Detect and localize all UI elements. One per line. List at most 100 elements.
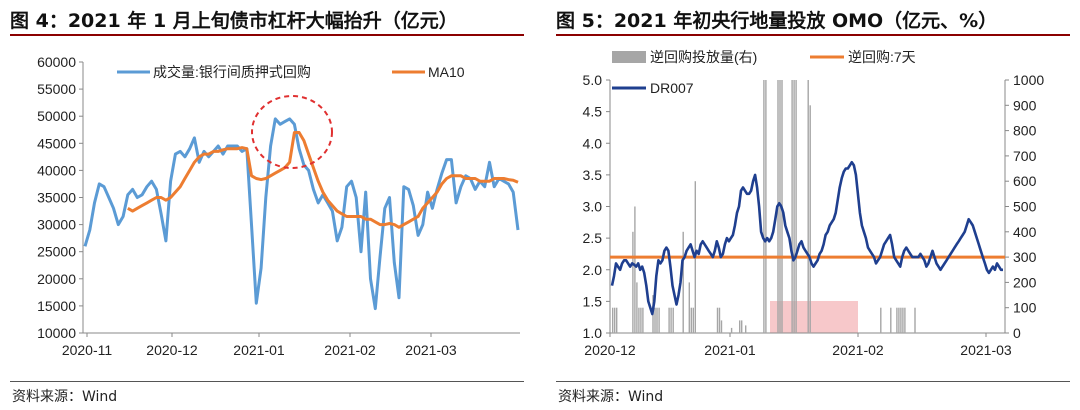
omo-bar — [765, 80, 767, 333]
source-note-left: 资料来源：Wind — [12, 389, 118, 405]
y-tick-label: 30000 — [37, 217, 76, 233]
omo-bar — [720, 320, 723, 333]
omo-bar — [654, 307, 656, 333]
omo-bar — [904, 307, 906, 333]
omo-bar — [902, 307, 904, 333]
x-tick-label: 2021-02 — [324, 342, 376, 358]
y-left-tick-label: 2.0 — [583, 262, 603, 278]
omo-bar — [716, 307, 719, 333]
y-tick-label: 20000 — [37, 271, 76, 287]
omo-bar — [914, 307, 916, 333]
y-left-tick-label: 2.5 — [583, 230, 603, 246]
omo-bar — [890, 307, 892, 333]
source-note-right: 资料来源：Wind — [558, 389, 664, 405]
omo-bar — [616, 307, 618, 333]
omo-bar — [898, 307, 900, 333]
omo-bar — [795, 80, 797, 333]
x-tick-label: 2021-01 — [704, 342, 756, 358]
chart-right: 1.0 1.5 2.0 2.5 3.0 3.5 4.0 4.5 5.0 0 100 200 300 400… — [583, 49, 1045, 358]
y-tick-label: 10000 — [37, 325, 76, 341]
y-right-tick-label: 1000 — [1013, 72, 1044, 88]
x-tick-label: 2020-12 — [146, 342, 198, 358]
omo-bar — [672, 307, 674, 333]
y-tick-label: 45000 — [37, 135, 76, 151]
y-left-tick-label: 3.0 — [583, 199, 603, 215]
y-right-tick-label: 600 — [1013, 173, 1037, 189]
omo-bar — [739, 320, 741, 333]
y-right-tick-label: 700 — [1013, 148, 1037, 164]
chart-right-title: 图 5：2021 年初央行地量投放 OMO（亿元、%） — [556, 10, 998, 32]
bottom-rule-left — [10, 381, 524, 382]
omo-bar — [638, 307, 640, 333]
omo-bar — [636, 282, 638, 333]
legend-label-ma10: MA10 — [428, 64, 465, 80]
y-tick-label: 55000 — [37, 81, 76, 97]
y-right-tick-label: 400 — [1013, 224, 1037, 240]
omo-bar — [634, 206, 636, 333]
legend-label-volume: 成交量:银行间质押式回购 — [153, 64, 311, 80]
omo-bar — [809, 105, 811, 333]
y-right-tick-label: 800 — [1013, 123, 1037, 139]
legend-label-dr007: DR007 — [650, 80, 694, 96]
title-rule-left — [10, 34, 524, 36]
omo-bar — [658, 307, 660, 333]
omo-bar — [741, 320, 743, 333]
y-right-tick-label: 0 — [1013, 325, 1021, 341]
omo-bar — [656, 307, 658, 333]
omo-bar — [688, 282, 690, 333]
y-right-tick-label: 200 — [1013, 274, 1037, 290]
omo-bar — [900, 307, 902, 333]
y-left-tick-label: 1.5 — [583, 293, 603, 309]
annotation-circle — [251, 95, 333, 169]
x-tick-label: 2021-03 — [960, 342, 1012, 358]
highlight-band — [770, 301, 858, 333]
omo-bar — [807, 80, 809, 333]
y-right-tick-label: 300 — [1013, 249, 1037, 265]
x-tick-label: 2021-01 — [233, 342, 285, 358]
y-right-tick-label: 100 — [1013, 300, 1037, 316]
omo-bar — [793, 80, 795, 333]
omo-bar — [690, 307, 692, 333]
omo-bar — [880, 307, 882, 333]
chart-left: 10000 15000 20000 25000 30000 35000 40000 45000… — [37, 54, 520, 358]
y-right-tick-label: 500 — [1013, 199, 1037, 215]
omo-bar — [642, 307, 644, 333]
bottom-rule-right — [556, 381, 1070, 382]
omo-bar — [668, 307, 670, 333]
omo-bar — [718, 307, 721, 333]
y-tick-label: 35000 — [37, 190, 76, 206]
omo-bar — [612, 307, 614, 333]
x-tick-label: 2021-03 — [405, 342, 457, 358]
y-left-tick-label: 1.0 — [583, 325, 603, 341]
y-tick-label: 60000 — [37, 54, 76, 70]
y-right-tick-label: 900 — [1013, 97, 1037, 113]
y-tick-label: 25000 — [37, 244, 76, 260]
legend-label-repo7d: 逆回购:7天 — [848, 49, 916, 65]
dr007-series-line — [610, 160, 1003, 316]
omo-bar — [730, 327, 733, 333]
volume-series-line — [83, 117, 520, 311]
x-tick-label: 2021-02 — [832, 342, 884, 358]
title-rule-right — [556, 34, 1070, 36]
chart-left-title: 图 4：2021 年 1 月上旬债市杠杆大幅抬升（亿元） — [10, 10, 458, 32]
y-left-tick-label: 4.5 — [583, 104, 603, 120]
y-tick-label: 15000 — [37, 298, 76, 314]
omo-bar — [692, 307, 694, 333]
ma10-series-line — [127, 131, 519, 229]
legend-label-omo: 逆回购投放量(右) — [650, 49, 757, 65]
omo-bar — [682, 231, 684, 333]
y-left-tick-label: 4.0 — [583, 135, 603, 151]
omo-bar — [745, 325, 747, 333]
y-left-tick-label: 5.0 — [583, 72, 603, 88]
y-tick-label: 50000 — [37, 108, 76, 124]
omo-bar — [791, 80, 793, 333]
omo-bar — [640, 307, 642, 333]
omo-bar — [763, 80, 765, 333]
omo-bar — [614, 307, 616, 333]
omo-bar — [670, 307, 672, 333]
x-tick-label: 2020-12 — [584, 342, 636, 358]
y-tick-label: 40000 — [37, 162, 76, 178]
y-left-tick-label: 3.5 — [583, 167, 603, 183]
legend-swatch-omo — [612, 51, 646, 63]
x-tick-label: 2020-11 — [62, 342, 113, 358]
